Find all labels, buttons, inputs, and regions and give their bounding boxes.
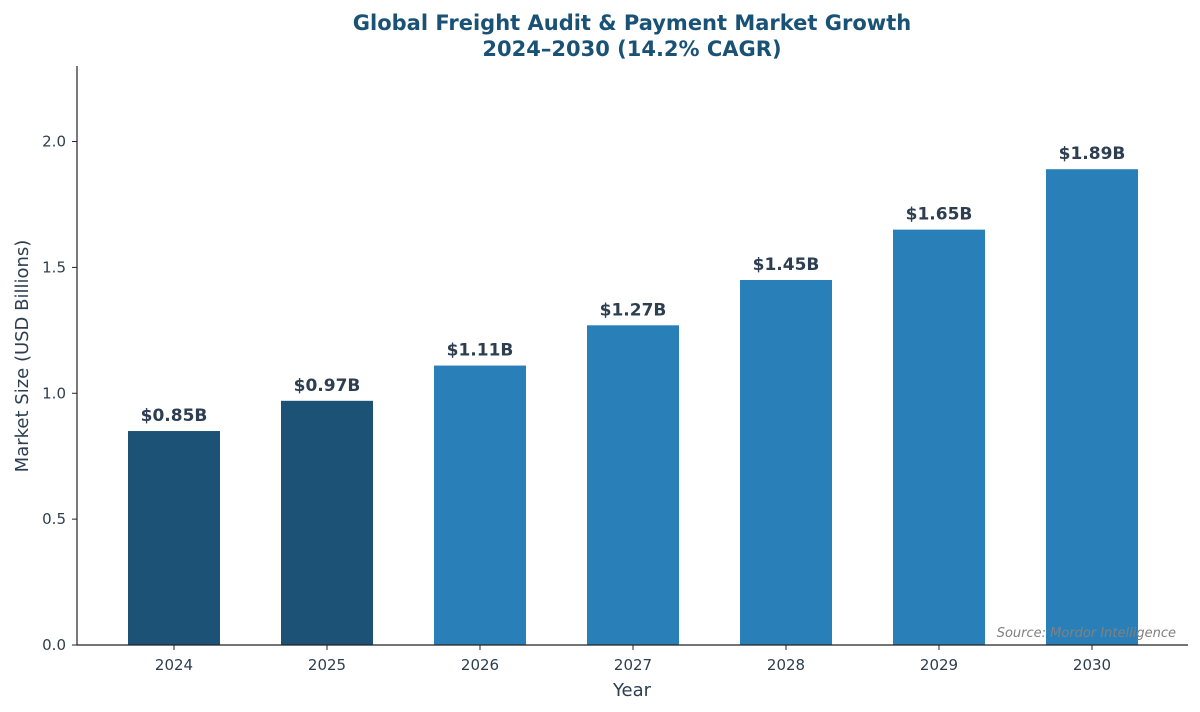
bar-2030 <box>1046 169 1138 645</box>
data-label-2028: $1.45B <box>753 255 820 275</box>
x-tick-label: 2026 <box>461 656 499 674</box>
data-label-2027: $1.27B <box>600 300 667 320</box>
chart-title-line-1: Global Freight Audit & Payment Market Gr… <box>353 11 911 35</box>
y-tick-label: 2.0 <box>42 133 66 151</box>
data-label-2026: $1.11B <box>447 341 514 361</box>
y-tick-label: 0.5 <box>42 510 66 528</box>
data-label-2029: $1.65B <box>906 205 973 225</box>
y-tick-label: 1.0 <box>42 384 66 402</box>
x-axis-label: Year <box>612 680 652 701</box>
x-tick-label: 2024 <box>155 656 193 674</box>
source-note: Source: Mordor Intelligence <box>997 626 1176 641</box>
bar-2026 <box>434 365 526 645</box>
x-tick-label: 2027 <box>614 656 652 674</box>
bar-2025 <box>281 400 373 645</box>
y-tick-label: 0.0 <box>42 636 66 654</box>
x-tick-label: 2029 <box>920 656 958 674</box>
x-tick-label: 2030 <box>1073 656 1111 674</box>
y-axis-label: Market Size (USD Billions) <box>12 240 33 473</box>
chart-title-line-2: 2024–2030 (14.2% CAGR) <box>482 37 781 61</box>
bar-2024 <box>128 431 220 645</box>
y-tick-label: 1.5 <box>42 258 66 276</box>
bar-2028 <box>740 279 832 645</box>
data-label-2025: $0.97B <box>294 376 361 396</box>
bar-2029 <box>893 229 985 645</box>
data-label-2024: $0.85B <box>141 406 208 426</box>
data-label-2030: $1.89B <box>1059 144 1126 164</box>
bar-2027 <box>587 325 679 645</box>
x-tick-label: 2025 <box>308 656 346 674</box>
x-tick-label: 2028 <box>767 656 805 674</box>
